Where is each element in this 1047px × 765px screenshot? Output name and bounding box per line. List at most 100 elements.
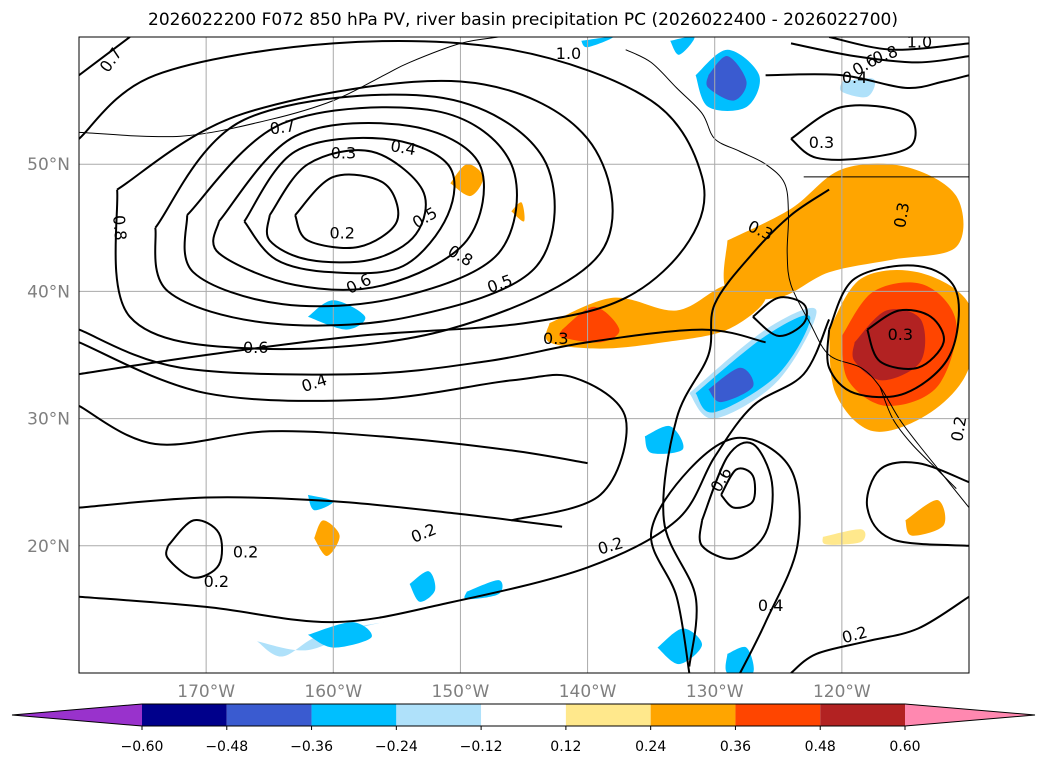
lat-tick-label: 20°N — [27, 537, 70, 557]
colorbar-tick-label: 0.12 — [550, 739, 581, 755]
contour-label: 0.3 — [890, 201, 913, 229]
colorbar-bin — [820, 704, 905, 726]
contour-label: 0.4 — [842, 68, 867, 87]
pv-contour-contour-0.2b — [79, 318, 831, 624]
pv-contour-coast-wave — [662, 188, 830, 667]
precip-patch-patch-y1 — [450, 164, 484, 197]
pv-contour-ring-0.4 — [243, 136, 456, 275]
contour-label: 0.7 — [269, 116, 297, 138]
colorbar-tick-label: −0.12 — [460, 739, 503, 755]
precip-patch-lobe-e — [464, 580, 503, 600]
coastline-2 — [879, 386, 957, 489]
pv-contour-contour-1.0 — [79, 39, 706, 376]
pv-contour-low-pv-center — [294, 173, 400, 249]
lon-tick-label: 150°W — [432, 682, 490, 702]
contour-label: 0.2 — [947, 415, 970, 443]
colorbar-bin — [311, 704, 397, 726]
pv-contour-contour-0.2d — [865, 461, 969, 547]
colorbar-tick-label: −0.60 — [121, 739, 164, 755]
lat-tick-label: 50°N — [27, 155, 70, 175]
precip-patch-lobe-d — [409, 571, 436, 602]
pv-contour-cal-loop — [866, 308, 945, 370]
precip-patch-patch-y4 — [822, 529, 866, 545]
precip-patch-lobe-a — [307, 300, 366, 330]
contour-label: 0.3 — [809, 133, 834, 152]
colorbar-bin — [735, 704, 821, 726]
map-area: 0.7 1.00.70.3 0.40.20.50.80.80.6 0.50.30.60… — [79, 33, 970, 673]
pv-contour-contour-0.4 — [79, 405, 588, 465]
chart-title: 2026022200 F072 850 hPa PV, river basin … — [148, 10, 898, 30]
colorbar-bin — [905, 704, 1035, 726]
contour-label: 0.6 — [243, 338, 268, 357]
pv-contour-loop-ne — [790, 104, 917, 161]
pv-contour-contour-0.2c — [790, 595, 969, 673]
contour-label: 0.8 — [109, 214, 130, 241]
pv-contour-ring-0.6 — [183, 106, 518, 308]
contour-label: 0.2 — [329, 223, 354, 242]
precip-patch-patch-y3 — [905, 499, 946, 536]
pv-contour-contour-0.5 — [79, 341, 628, 522]
precip-patch-pnw-low — [723, 163, 964, 300]
pv-contour-cal-ring — [826, 264, 960, 399]
pv-contour-trough-in — [720, 467, 757, 509]
lon-tick-label: 140°W — [559, 682, 617, 702]
precip-patch-lobe-c — [307, 494, 334, 511]
lon-tick-label: 130°W — [686, 682, 744, 702]
contour-label: 0.3 — [888, 325, 913, 344]
colorbar-bin — [481, 704, 566, 726]
contour-label: 0.2 — [233, 543, 258, 562]
colorbar-bin — [12, 704, 142, 726]
pv-contour-ring-0.7 — [154, 93, 556, 327]
precip-patch-lobe-k — [839, 78, 876, 98]
lat-tick-label: 40°N — [27, 282, 70, 302]
precip-patch-lobe-i — [581, 37, 614, 48]
precip-patch-band-mid — [559, 306, 620, 343]
pv-contour-contour-0.6 — [79, 328, 766, 376]
lon-tick-label: 120°W — [813, 682, 871, 702]
precip-patch-patch-y5 — [511, 202, 525, 222]
pv-contour-small-loop-a — [165, 519, 224, 579]
colorbar-tick-label: −0.36 — [290, 739, 333, 755]
colorbar-tick-label: −0.24 — [375, 739, 418, 755]
precipitation-shading — [257, 37, 969, 673]
pv-contour-ring-0.5 — [212, 122, 485, 291]
precip-patch-lobe-f2 — [307, 622, 372, 648]
colorbar-bin — [565, 704, 651, 726]
colorbar: −0.60 −0.48 −0.36 −0.24 −0.12 0.12 0.24 0.36 0.4… — [11, 703, 1036, 755]
pv-contour-ring-0.3 — [265, 149, 427, 264]
pv-contour-contour-0.7 — [79, 37, 131, 76]
pv-contour-contour-0.2a — [79, 496, 563, 528]
lon-tick-label: 160°W — [304, 682, 362, 702]
contour-label: 0.4 — [758, 596, 783, 615]
lat-tick-labels: 20°N 30°N 40°N 50°N — [27, 155, 70, 557]
colorbar-bin — [142, 704, 227, 726]
contour-label: 1.0 — [907, 33, 932, 52]
contour-label: 0.2 — [204, 572, 229, 591]
pv-contour-contour-0.4-ne — [765, 73, 969, 89]
pv-contour-contour-0.8-ne — [828, 37, 969, 51]
lat-tick-label: 30°N — [27, 410, 70, 430]
pv-contour-trough-west — [650, 436, 801, 673]
colorbar-bin — [650, 704, 736, 726]
precip-patch-lobe-j — [670, 37, 695, 55]
contour-label: 0.3 — [331, 143, 356, 162]
precip-patch-low-band-core — [708, 367, 754, 403]
pv-contour-ring-0.8 — [114, 79, 614, 351]
colorbar-tick-label: 0.60 — [889, 739, 920, 755]
contour-label: 0.3 — [543, 329, 568, 348]
map-frame — [78, 36, 970, 674]
colorbar-tick-label: 0.24 — [635, 739, 666, 755]
pv-contour-contour-0.6-ne — [790, 42, 969, 64]
contour-label: 0.4 — [389, 136, 417, 159]
pv-contours — [79, 37, 969, 673]
colorbar-tick-label: −0.48 — [205, 739, 248, 755]
colorbar-tick-label: 0.36 — [720, 739, 751, 755]
colorbar-bin — [396, 704, 482, 726]
lon-tick-label: 170°W — [177, 682, 235, 702]
precip-patch-lobe-h — [725, 646, 754, 673]
lon-tick-labels: 170°W 160°W 150°W 140°W 130°W 120°W — [177, 682, 871, 702]
precip-patch-ak-core — [706, 56, 747, 101]
contour-label: 1.0 — [556, 44, 581, 63]
pv-contour-loop-ore — [752, 296, 808, 337]
